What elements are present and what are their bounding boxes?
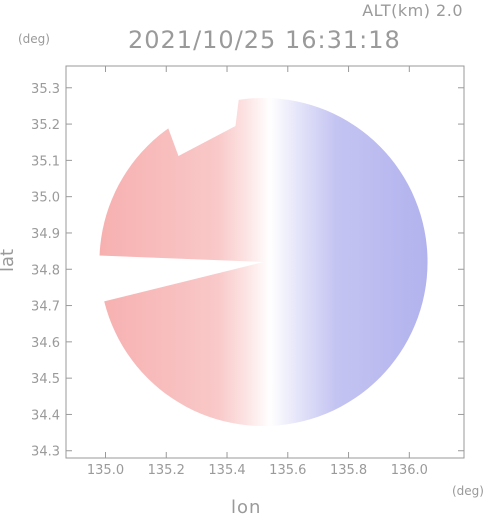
y-tick-label: 34.8 [31, 263, 60, 278]
y-tick-label: 34.4 [31, 408, 60, 423]
x-tick-label: 135.4 [208, 463, 245, 478]
echo-area [66, 66, 428, 427]
x-tick-label: 136.0 [391, 463, 428, 478]
x-tick-label: 135.8 [330, 463, 367, 478]
no-data-notch [145, 66, 243, 156]
x-axis-unit: (deg) [452, 484, 484, 498]
altitude-label: ALT(km) 2.0 [362, 1, 463, 20]
x-tick-label: 135.2 [148, 463, 185, 478]
y-tick-label: 34.6 [31, 336, 60, 351]
y-tick-label: 34.7 [31, 300, 60, 315]
y-tick-label: 35.0 [31, 191, 60, 206]
no-data-wedge [66, 254, 264, 311]
x-axis-title: lon [231, 497, 262, 518]
plot-frame [65, 65, 465, 459]
y-tick-label: 34.5 [31, 372, 60, 387]
y-tick-label: 35.2 [31, 118, 60, 133]
x-tick-label: 135.6 [269, 463, 306, 478]
datetime-title: 2021/10/25 16:31:18 [128, 26, 401, 54]
y-tick-label: 34.3 [31, 445, 60, 460]
y-tick-label: 35.1 [31, 154, 60, 169]
x-tick-label: 135.0 [87, 463, 124, 478]
y-tick-label: 34.9 [31, 227, 60, 242]
y-axis-unit: (deg) [18, 32, 50, 46]
y-tick-label: 35.3 [31, 82, 60, 97]
